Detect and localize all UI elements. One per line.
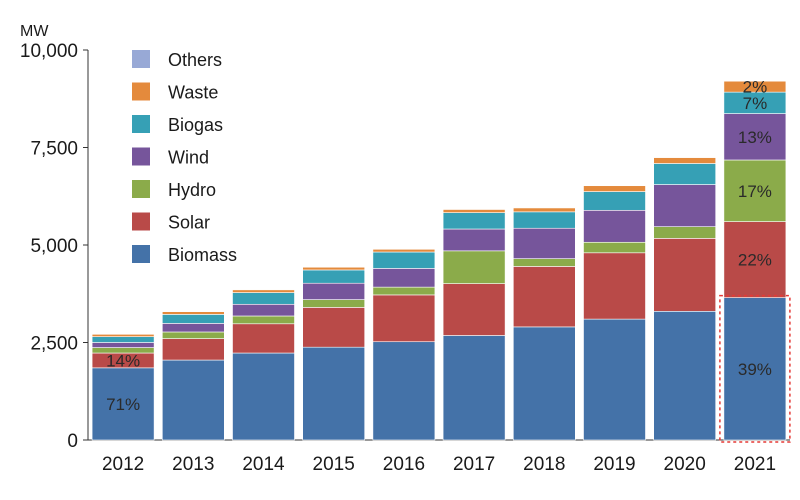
percent-annotation: 7% [743,94,768,113]
bar-segment-solar-2017 [442,283,506,336]
x-tick-label: 2012 [102,454,144,475]
bar-segment-hydro-2016 [372,286,436,296]
bar-segment-wind-2020 [653,184,717,227]
bar-segment-biogas-2018 [512,211,576,229]
bar-segment-wind-2016 [372,268,436,288]
bar-segment-hydro-2020 [653,226,717,239]
bar-segment-waste-2018 [512,207,576,213]
bar-segment-biogas-2013 [162,314,225,324]
legend-label-waste: Waste [168,83,218,103]
legend-swatch-others [132,50,150,68]
percent-annotation: 14% [106,351,140,370]
bar-segment-wind-2012 [91,342,155,348]
bar-segment-waste-2015 [302,266,366,271]
bar-segment-biomass-2021 [723,297,787,441]
y-tick-label: 10,000 [20,41,78,62]
x-tick-label: 2013 [172,454,214,475]
bar-segment-solar-2013 [162,338,225,361]
bar-segment-hydro-2015 [302,299,366,308]
bar-segment-waste-2013 [162,311,225,315]
bar-segment-biomass-2019 [583,318,646,441]
legend-label-solar: Solar [168,213,210,233]
legend-swatch-hydro [132,180,150,198]
bar-segment-waste-2014 [232,289,295,293]
bar-segment-wind-2015 [302,282,366,300]
x-tick-label: 2019 [593,454,635,475]
bar-segment-biogas-2015 [302,269,366,284]
bar-segment-hydro-2019 [583,241,646,254]
y-tick-label: 7,500 [30,139,78,160]
y-tick-label: 5,000 [30,236,78,257]
bar-segment-hydro-2014 [232,315,295,325]
bar-segment-waste-2021 [723,80,787,93]
percent-annotation: 39% [738,360,772,379]
legend-swatch-biogas [132,115,150,133]
x-tick-label: 2020 [664,454,706,475]
bar-segment-biomass-2018 [512,326,576,441]
bar-segment-solar-2015 [302,307,366,348]
legend-label-others: Others [168,50,222,70]
bar-segment-biomass-2012 [91,367,155,441]
bar-segment-biomass-2017 [442,335,506,441]
x-tick-label: 2018 [523,454,565,475]
bar-segment-hydro-2017 [442,250,506,284]
bar-segment-hydro-2021 [723,159,787,222]
bar-segment-solar-2018 [512,266,576,328]
legend-swatch-solar [132,212,150,231]
bar-segment-wind-2019 [583,209,646,243]
percent-annotation: 17% [738,182,772,201]
bar-segment-biomass-2014 [232,352,295,441]
bar-segment-waste-2016 [372,248,436,253]
x-tick-label: 2015 [313,454,355,475]
bar-segment-biogas-2017 [442,212,506,230]
bar-segment-hydro-2018 [512,258,576,267]
bar-segment-wind-2013 [162,323,225,333]
percent-annotation: 22% [738,251,772,270]
bar-segment-solar-2014 [232,323,295,354]
bar-segment-solar-2020 [653,238,717,312]
bar-segment-biomass-2016 [372,341,436,441]
x-tick-label: 2017 [453,454,495,475]
bar-segment-solar-2016 [372,294,436,343]
bar-segment-biogas-2019 [583,191,646,211]
bar-segment-biogas-2014 [232,292,295,305]
bar-segment-wind-2017 [442,228,506,252]
legend-swatch-waste [132,82,150,101]
bar-segment-biomass-2015 [302,346,366,441]
legend-label-biomass: Biomass [168,245,237,265]
bar-segment-waste-2020 [653,157,717,164]
bar-segment-wind-2014 [232,303,295,317]
bar-segment-waste-2017 [442,209,506,213]
y-tick-label: 0 [67,431,78,452]
legend-label-wind: Wind [168,148,209,168]
bar-segment-waste-2019 [583,185,646,192]
bar-segment-biomass-2020 [653,310,717,441]
legend-label-hydro: Hydro [168,180,216,200]
bar-segment-biogas-2012 [91,336,155,343]
bar-segment-wind-2021 [723,113,787,161]
bar-segment-waste-2012 [91,334,155,337]
percent-annotation: 71% [106,395,140,414]
legend-label-biogas: Biogas [168,115,223,135]
bar-segment-wind-2018 [512,227,576,259]
y-axis-unit-label: MW [20,23,49,40]
bar-segment-biomass-2013 [162,359,225,441]
percent-annotation: 13% [738,128,772,147]
x-tick-label: 2016 [383,454,425,475]
bar-segment-biogas-2016 [372,251,436,269]
bar-segment-solar-2021 [723,221,787,298]
bar-segment-hydro-2013 [162,331,225,339]
bar-segment-biogas-2020 [653,163,717,185]
x-tick-label: 2021 [734,454,776,475]
legend-swatch-wind [132,147,150,166]
legend-swatch-biomass [132,245,150,263]
x-tick-label: 2014 [242,454,285,475]
y-tick-label: 2,500 [30,334,78,355]
bar-segment-solar-2019 [583,252,646,320]
percent-annotation: 2% [743,78,768,97]
